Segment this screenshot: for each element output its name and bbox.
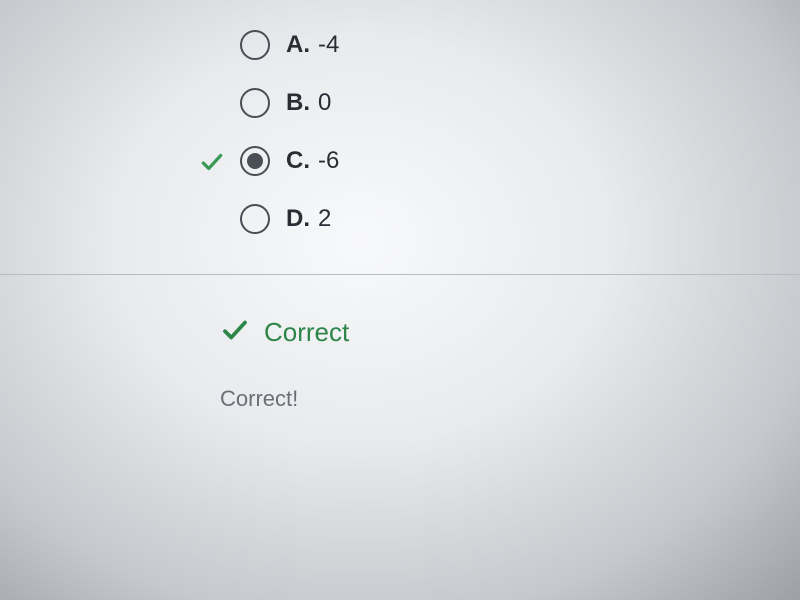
radio-button-c[interactable] (240, 146, 270, 176)
answer-options-list: A. -4 B. 0 C. (0, 30, 800, 234)
option-letter: D. (286, 205, 310, 233)
option-label-b: B. 0 (286, 89, 331, 117)
radio-button-a[interactable] (240, 30, 270, 60)
option-letter: C. (286, 147, 310, 175)
radio-button-d[interactable] (240, 204, 270, 234)
option-value: -4 (318, 31, 339, 59)
option-label-a: A. -4 (286, 31, 339, 59)
radio-fill (247, 153, 263, 169)
option-label-d: D. 2 (286, 205, 331, 233)
option-value: 2 (318, 205, 331, 233)
feedback-message-text: Correct! (220, 386, 800, 412)
option-value: 0 (318, 89, 331, 117)
radio-button-b[interactable] (240, 88, 270, 118)
feedback-check-icon (220, 315, 250, 350)
option-letter: A. (286, 31, 310, 59)
option-letter: B. (286, 89, 310, 117)
option-row-c[interactable]: C. -6 (240, 146, 800, 176)
option-row-a[interactable]: A. -4 (240, 30, 800, 60)
option-row-b[interactable]: B. 0 (240, 88, 800, 118)
option-value: -6 (318, 147, 339, 175)
feedback-header: Correct (220, 315, 800, 350)
feedback-section: Correct Correct! (0, 275, 800, 412)
option-row-d[interactable]: D. 2 (240, 204, 800, 234)
quiz-container: A. -4 B. 0 C. (0, 0, 800, 412)
option-label-c: C. -6 (286, 147, 339, 175)
correct-check-icon (198, 148, 226, 176)
feedback-status-text: Correct (264, 317, 349, 348)
